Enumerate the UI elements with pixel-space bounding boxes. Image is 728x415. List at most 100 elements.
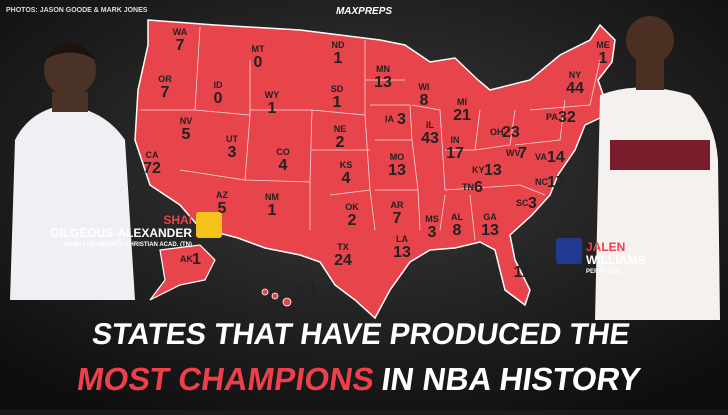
state-count: 6 [474,179,483,196]
state-count: 1 [308,281,317,298]
state-count: 0 [214,90,223,107]
state-count: 24 [334,252,352,269]
state-count: 3 [397,111,406,128]
state-count: 14 [547,149,565,166]
state-abbr: ND [332,40,345,50]
state-count: 2 [348,212,357,229]
contiguous-us [134,19,616,320]
state-count: 1 [333,94,342,111]
state-abbr: CO [276,147,290,157]
state-count: 1 [192,251,201,268]
state-abbr: OK [345,202,359,212]
player-last-name: GILGEOUS-ALEXANDER [50,226,192,240]
player-first-name: SHAI [163,213,192,227]
state-abbr: AL [451,212,463,222]
state-count: 3 [228,144,237,161]
state-abbr: SC [516,198,529,208]
state-count: 23 [502,124,520,141]
state-count: 1 [599,50,608,67]
state-count: 13 [484,162,502,179]
alaska [149,244,216,301]
state-count: 1 [268,100,277,117]
state-abbr: GA [483,212,497,222]
state-abbr: KY [472,165,485,175]
state-abbr: CA [146,150,159,160]
state-count: 1 [334,50,343,67]
state-abbr: IL [426,120,435,130]
state-abbr: MO [390,152,405,162]
state-count: 7 [393,210,402,227]
state-abbr: AZ [216,190,228,200]
player-school: PERRY (AZ) [586,269,620,275]
state-count: 8 [453,222,462,239]
state-abbr: NV [180,116,193,126]
brand-logo: MAXPREPS [336,6,392,17]
state-count: 3 [528,195,537,212]
state-count: 5 [218,200,227,217]
state-abbr: VA [535,152,547,162]
player-badge-right: JALEN WILLIAMS PERRY (AZ) [556,238,645,275]
title: STATES THAT HAVE PRODUCED THE MOST CHAMP… [75,318,643,397]
state-abbr: NM [265,192,279,202]
state-count: 44 [566,80,584,97]
state-abbr: IA [385,114,395,124]
player-badge-left: SHAI GILGEOUS-ALEXANDER HAMILTON HEIGHTS… [50,212,222,248]
state-abbr: NC [535,177,548,187]
state-count: 4 [342,170,351,187]
state-count: 32 [558,109,576,126]
state-borders [140,26,601,241]
state-count: 17 [446,145,464,162]
state-abbr: MT [252,44,265,54]
hawaii [261,288,292,307]
state-abbr: OH [490,127,504,137]
state-count: 13 [374,74,392,91]
state-count: 43 [421,130,439,147]
state-abbr: TX [337,242,349,252]
state-count: 21 [453,107,471,124]
title-rest: IN NBA HISTORY [379,361,642,397]
state-abbr: PA [546,112,558,122]
player-last-name: WILLIAMS [586,253,645,267]
state-abbr: MN [376,64,390,74]
state-abbr: HI [296,284,305,294]
state-count: 7 [518,145,527,162]
state-count: 0 [254,54,263,71]
state-count: 4 [279,157,288,174]
state-count: 1 [268,202,277,219]
state-count: 11 [514,264,531,281]
state-abbr: ME [596,40,610,50]
state-abbr: TN [462,182,474,192]
state-count: 13 [388,162,406,179]
state-abbr: MS [425,214,439,224]
state-count: 13 [393,244,411,261]
player-photo-right [595,16,720,320]
school-logo [196,212,222,238]
title-highlight: MOST CHAMPIONS [75,361,377,397]
title-line-2: MOST CHAMPIONSIN NBA HISTORY [75,361,643,397]
state-abbr: AR [391,200,404,210]
state-abbr: SD [331,84,344,94]
state-count: 8 [420,92,429,109]
state-abbr: NY [569,70,582,80]
state-count: 72 [143,160,161,177]
state-abbr: LA [396,234,408,244]
player-school: HAMILTON HEIGHTS CHRISTIAN ACAD. (TN) [64,242,192,248]
player-photo-left [10,42,135,300]
state-count: 17 [547,174,565,191]
state-abbr: WV [506,148,521,158]
state-count: 7 [161,84,170,101]
state-abbr: OR [158,74,172,84]
photo-credits: PHOTOS: JASON GOODE & MARK JONES [6,7,148,14]
school-logo [556,238,582,264]
state-count: 5 [182,126,191,143]
state-abbr: UT [226,134,238,144]
state-abbr: WY [265,90,280,100]
state-abbr: MI [457,97,467,107]
state-abbr: ID [214,80,224,90]
state-abbr: AK [180,254,193,264]
state-count: 3 [428,224,437,241]
state-abbr: IN [451,135,460,145]
